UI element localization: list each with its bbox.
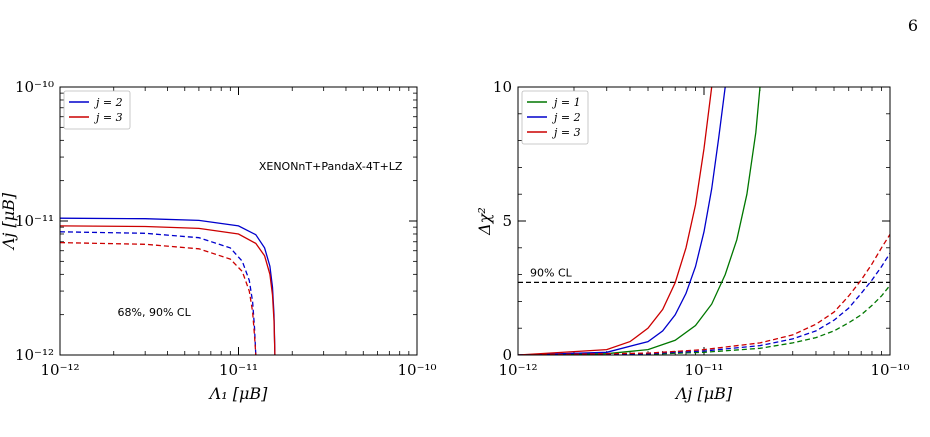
series-line-4 [60, 241, 257, 355]
x-tick-label: 10⁻¹⁰ [870, 361, 909, 379]
y-tick-label: 5 [502, 212, 512, 230]
x-axis-label: Λ₁ [μB] [208, 384, 268, 403]
series-line-6 [518, 234, 890, 355]
series-line-5 [518, 252, 890, 355]
legend-label: j = 3 [93, 111, 123, 124]
y-tick-label: 10⁻¹⁰ [15, 78, 54, 96]
x-tick-label: 10⁻¹¹ [219, 361, 258, 379]
plot-frame [517, 86, 891, 356]
x-tick-label: 10⁻¹² [498, 361, 537, 379]
page-number: 6 [907, 16, 918, 35]
legend-label: j = 1 [551, 96, 581, 109]
legend-box [521, 90, 589, 145]
plot-frame [59, 86, 418, 356]
series-line-2 [60, 225, 276, 355]
legend-box [63, 90, 131, 130]
x-tick-label: 10⁻¹⁰ [397, 361, 436, 379]
chart-2: 10⁻¹² 10⁻¹¹ 10⁻¹⁰ 0 5 10 90% CL Λj [μB] Δχ² j = 1… [475, 78, 910, 403]
series-line-4 [518, 284, 890, 355]
legend-label: j = 2 [551, 111, 581, 124]
y-axis-label: Δχ² [475, 207, 494, 236]
x-axis-label: Λj [μB] [674, 384, 733, 403]
y-tick-label: 10⁻¹¹ [15, 212, 54, 230]
y-tick-label: 10 [493, 78, 512, 96]
annotation-text: 68%, 90% CL [118, 306, 192, 319]
series-line-2 [518, 87, 726, 355]
legend-label: j = 3 [551, 126, 581, 139]
reference-line-label: 90% CL [530, 266, 573, 279]
annotation-text: XENONnT+PandaX-4T+LZ [259, 160, 403, 173]
y-axis-label: Λj [μB] [0, 192, 18, 251]
chart-1: 10⁻¹² 10⁻¹¹ 10⁻¹⁰ 10⁻¹² 10⁻¹¹ 10⁻¹⁰ Λ₁ [μB] Λj … [0, 78, 437, 403]
x-tick-label: 10⁻¹¹ [684, 361, 723, 379]
series-group [518, 87, 890, 355]
series-group [60, 217, 276, 355]
y-tick-label: 10⁻¹² [15, 346, 54, 364]
series-line-3 [60, 231, 257, 355]
legend-label: j = 2 [93, 96, 123, 109]
series-line-1 [60, 217, 276, 355]
series-line-3 [518, 87, 713, 355]
y-tick-label: 0 [502, 346, 512, 364]
x-tick-label: 10⁻¹² [40, 361, 79, 379]
series-line-1 [518, 87, 761, 355]
